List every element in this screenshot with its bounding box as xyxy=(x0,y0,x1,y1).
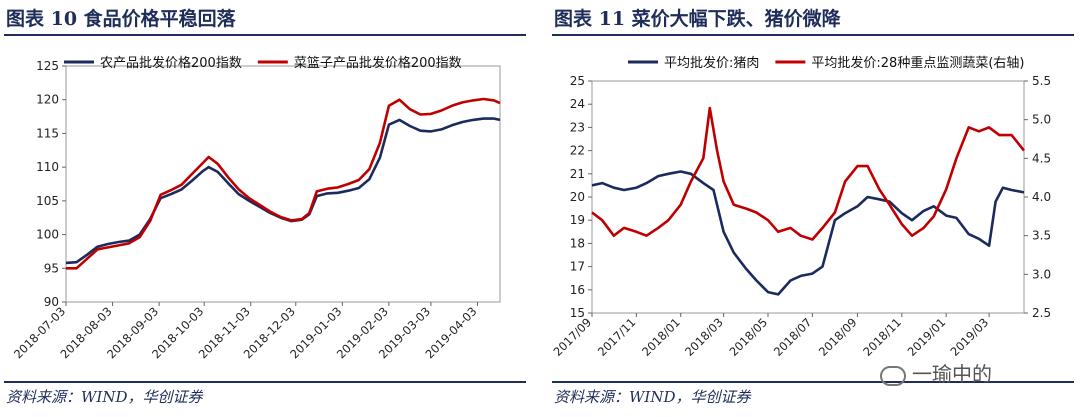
right-bottom-rule xyxy=(552,381,1074,383)
left-line-chart: 90951001051101151201252018-07-032018-08-… xyxy=(11,55,501,361)
right-chart-x-tick-label: 2018/11 xyxy=(860,315,904,359)
right-chart-x-tick-label: 2017/11 xyxy=(595,315,639,359)
right-chart-x-tick-label: 2019/03 xyxy=(948,315,992,359)
right-chart-y-tick-label: 25 xyxy=(570,74,585,88)
watermark: 一瑜中的 xyxy=(880,358,992,387)
right-chart-panel: 图表 11 菜价大幅下跌、猪价微降 15 16 17 18 19 20 21 22 23 24 25… xyxy=(548,0,1078,417)
left-chart-legend-label-2: 菜篮子产品批发价格200指数 xyxy=(294,55,462,71)
right-chart-legend-label-1: 平均批发价:猪肉 xyxy=(664,55,759,71)
right-chart-y-tick-label: 18 xyxy=(570,236,585,250)
right-figure-title: 图表 11 菜价大幅下跌、猪价微降 xyxy=(554,8,841,30)
right-chart-x-tick-label: 2019/01 xyxy=(905,315,949,359)
right-chart-y-tick-label: 20 xyxy=(570,190,585,204)
right-chart-y-tick-label: 22 xyxy=(570,144,585,158)
left-chart-y-tick-label: 100 xyxy=(36,228,59,242)
left-chart-y-tick-label: 90 xyxy=(44,295,59,309)
right-chart-y-tick-label: 19 xyxy=(570,213,585,227)
right-chart-y-tick-label: 16 xyxy=(570,283,585,297)
right-top-rule xyxy=(552,34,1074,36)
left-chart-y-tick-label: 125 xyxy=(36,59,59,73)
left-chart-y-tick-label: 105 xyxy=(36,194,59,208)
right-chart-y2-tick-label: 5.0 xyxy=(1032,113,1051,127)
right-chart-y2-tick-label: 4.0 xyxy=(1032,190,1051,204)
right-chart-x-tick-label: 2018/01 xyxy=(639,315,683,359)
right-chart-y2-tick-label: 4.5 xyxy=(1032,151,1051,165)
left-top-rule xyxy=(4,34,526,36)
right-chart-x-tick-label: 2018/05 xyxy=(726,315,770,359)
right-chart-x-tick-label: 2018/09 xyxy=(816,315,860,359)
right-line-chart: 15 16 17 18 19 20 21 22 23 24 25 2.5 3.0 3.5 4.0 4.5 5.0… xyxy=(550,55,1051,359)
left-chart-y-tick-label: 95 xyxy=(44,261,59,275)
left-chart-series-line-2 xyxy=(66,97,501,270)
right-chart-y2-tick-label: 3.0 xyxy=(1032,267,1051,281)
right-chart-series-line-1 xyxy=(591,170,1025,296)
right-chart-y-tick-label: 15 xyxy=(570,306,585,320)
right-chart-y2-tick-label: 2.5 xyxy=(1032,306,1051,320)
left-chart-legend-label-1: 农产品批发价格200指数 xyxy=(100,55,242,71)
right-chart-series-line-2 xyxy=(591,106,1026,241)
right-chart-x-tick-label: 2018/07 xyxy=(771,315,815,359)
left-bottom-rule xyxy=(4,381,526,383)
left-source-note: 资料来源：WIND，华创证券 xyxy=(6,388,203,406)
right-chart-y2-tick-label: 3.5 xyxy=(1032,229,1051,243)
left-chart-y-tick-label: 120 xyxy=(36,93,59,107)
watermark-text: 一瑜中的 xyxy=(912,362,992,386)
right-source-note: 资料来源：WIND，华创证券 xyxy=(554,388,751,406)
wechat-icon xyxy=(880,365,906,386)
left-figure-title: 图表 10 食品价格平稳回落 xyxy=(6,8,236,30)
right-chart-x-tick-label: 2018/03 xyxy=(682,315,726,359)
left-chart-panel: 图表 10 食品价格平稳回落 90 95 100 105 110 115 120 125 201… xyxy=(0,0,530,417)
right-chart-plot-frame xyxy=(591,80,1025,314)
right-chart-y2-tick-label: 5.5 xyxy=(1032,74,1051,88)
left-chart-plot-frame xyxy=(65,65,501,303)
right-chart-x-tick-label: 2017/09 xyxy=(550,315,594,359)
right-chart-y-tick-label: 23 xyxy=(570,120,585,134)
right-chart-y-tick-label: 21 xyxy=(570,167,585,181)
right-chart-y-tick-label: 17 xyxy=(570,260,585,274)
left-chart-y-tick-label: 110 xyxy=(36,160,59,174)
left-chart-y-tick-label: 115 xyxy=(36,126,59,140)
right-chart-y-tick-label: 24 xyxy=(570,97,585,111)
right-chart-legend-label-2: 平均批发价:28种重点监测蔬菜(右轴) xyxy=(811,55,1024,71)
